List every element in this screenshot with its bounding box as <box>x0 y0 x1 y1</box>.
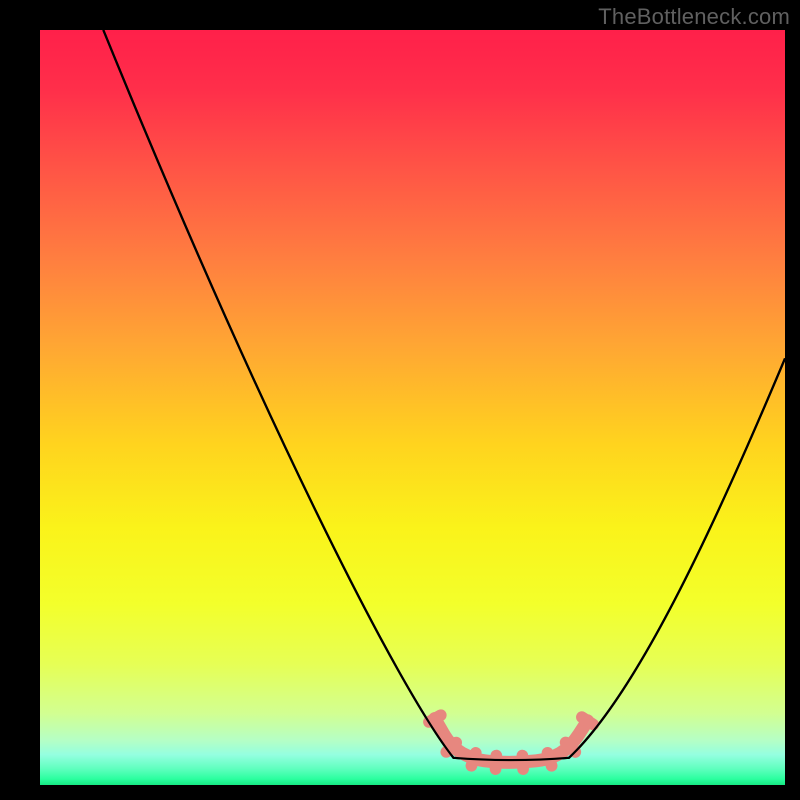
watermark-text: TheBottleneck.com <box>598 4 790 30</box>
valley-highlight-tick <box>429 715 441 722</box>
valley-highlight-tick <box>496 756 497 770</box>
plot-background <box>40 30 785 785</box>
chart-frame: TheBottleneck.com <box>0 0 800 800</box>
valley-highlight-tick <box>582 717 593 724</box>
valley-highlight-tick <box>566 742 576 752</box>
bottleneck-curve-chart <box>0 0 800 800</box>
valley-highlight-tick <box>522 756 523 770</box>
